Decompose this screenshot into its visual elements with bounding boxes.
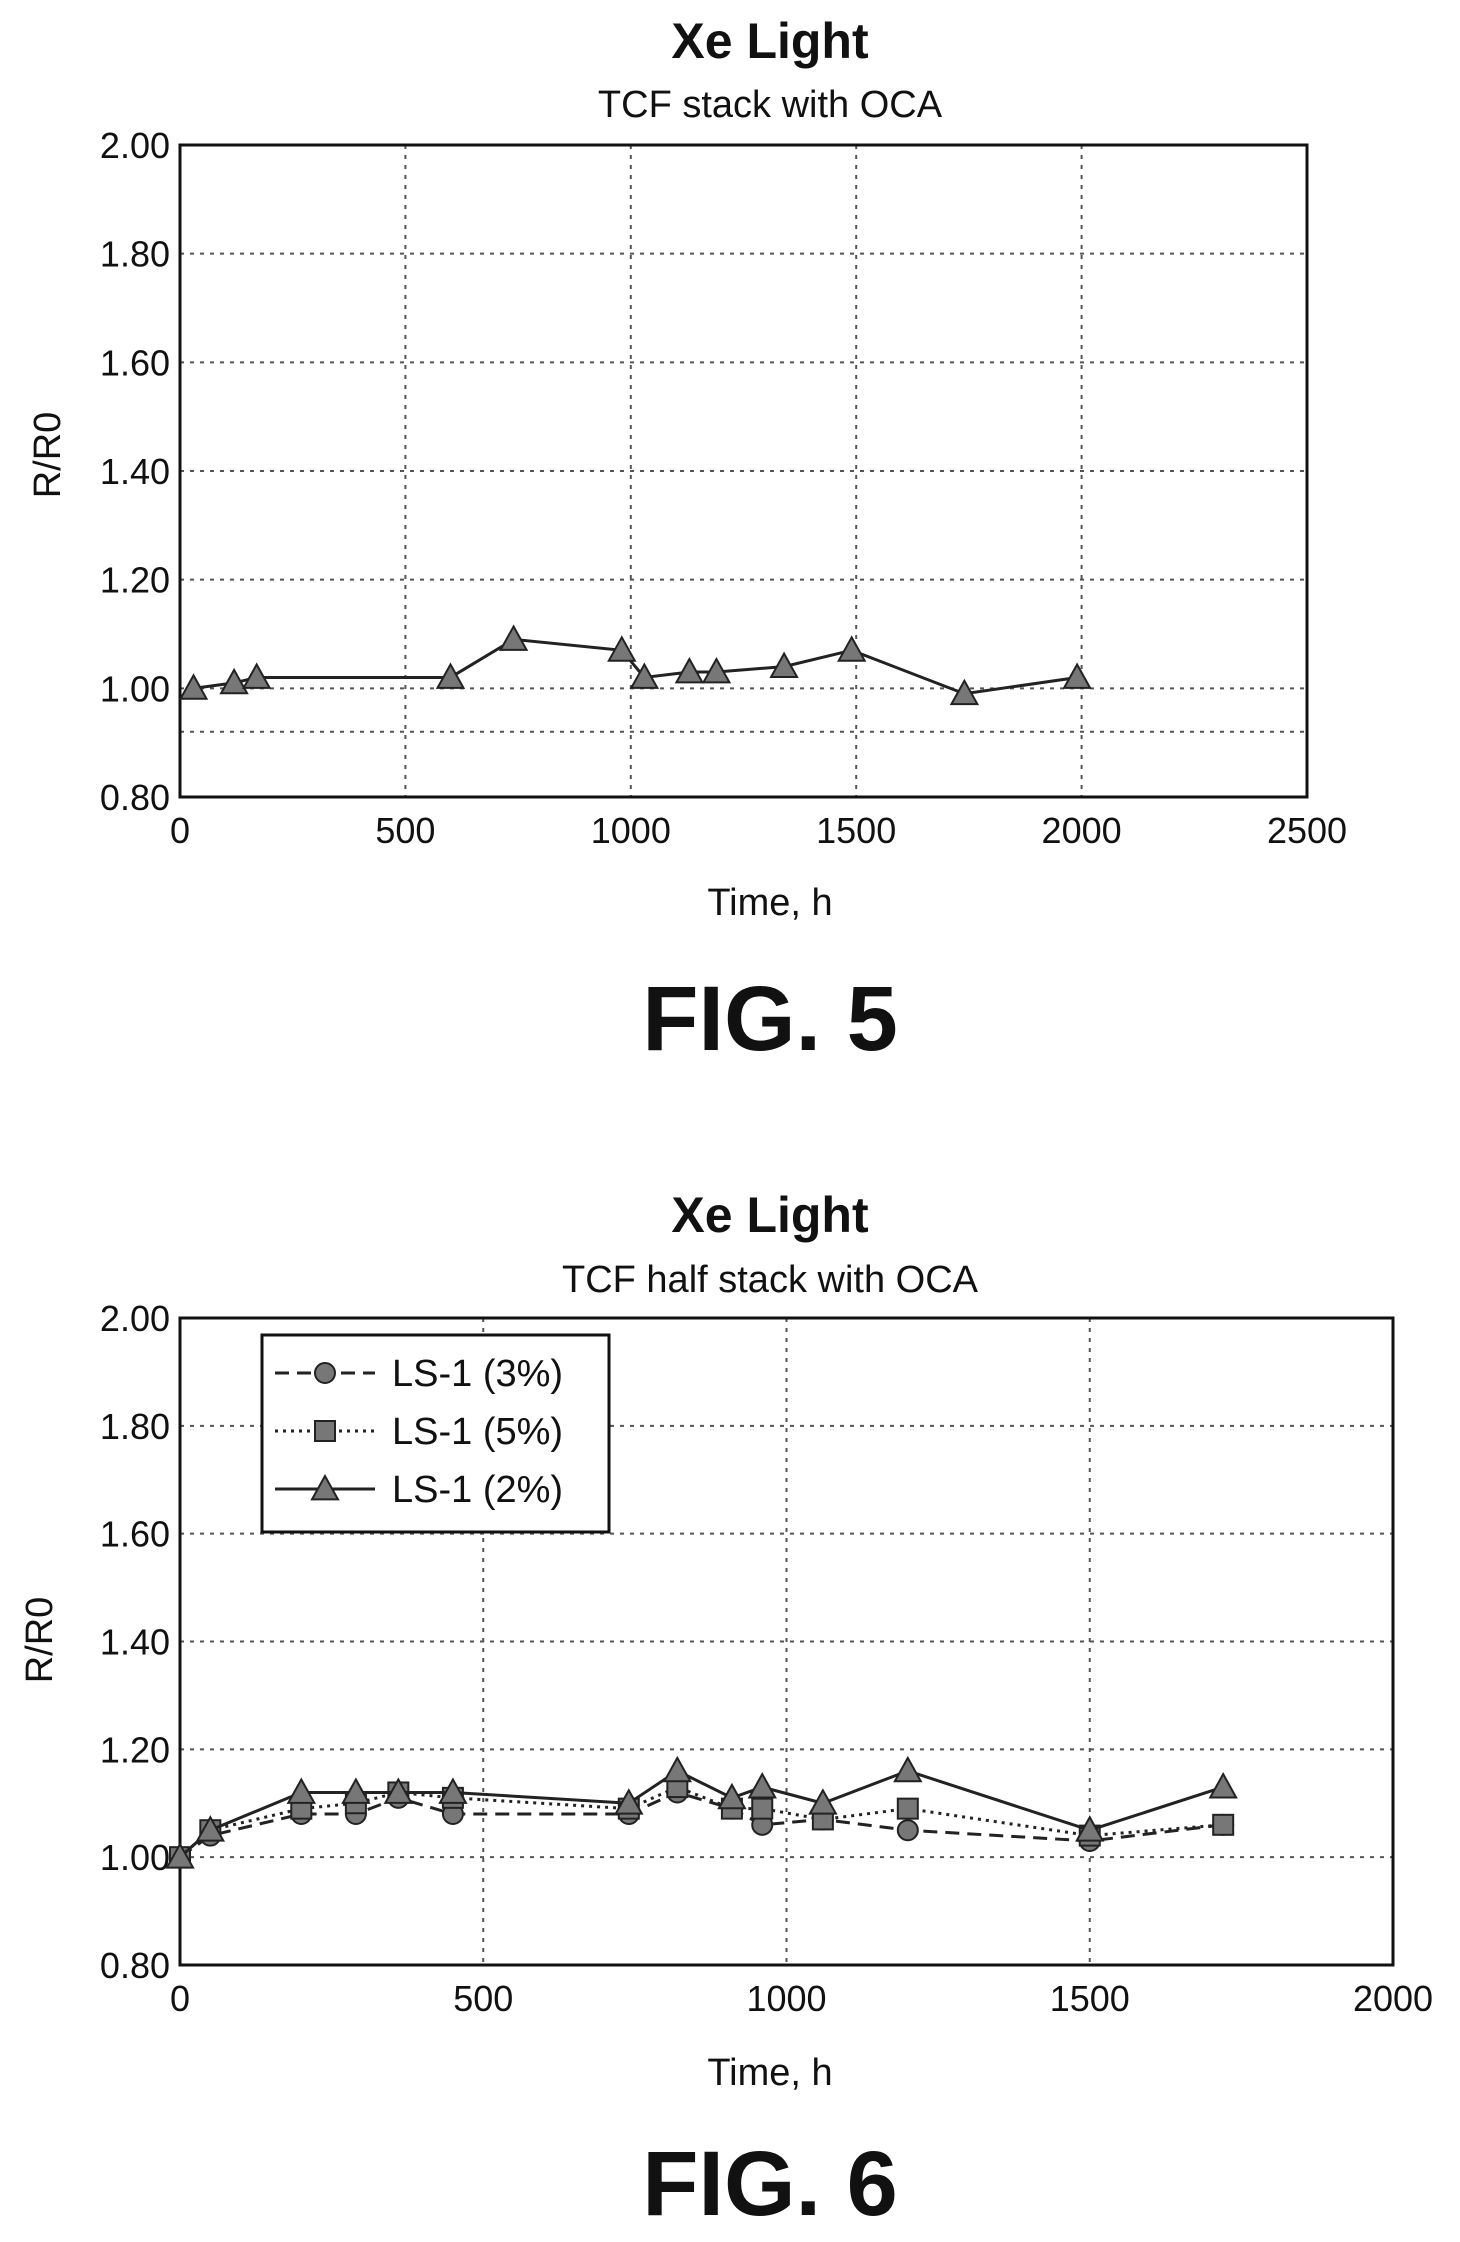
legend-label: LS-1 (5%) bbox=[392, 1411, 563, 1453]
data-point bbox=[165, 1842, 195, 1869]
y-axis-label: R/R0 bbox=[19, 1597, 61, 1684]
x-tick-label: 1000 bbox=[591, 810, 671, 851]
data-point bbox=[629, 662, 660, 689]
legend-label: LS-1 (3%) bbox=[392, 1353, 563, 1395]
chart-title: Xe Light bbox=[671, 1187, 869, 1243]
data-point bbox=[435, 662, 466, 689]
y-tick-label: 1.80 bbox=[100, 234, 170, 275]
series-0 bbox=[178, 624, 1092, 706]
y-axis-label: R/R0 bbox=[27, 412, 69, 499]
y-tick-label: 1.40 bbox=[100, 1622, 170, 1663]
chart-title: Xe Light bbox=[671, 13, 869, 69]
y-tick-label: 1.60 bbox=[100, 342, 170, 383]
series-line bbox=[179, 1790, 1224, 1859]
data-point bbox=[498, 624, 529, 651]
series-2 bbox=[165, 1755, 1238, 1869]
data-point bbox=[614, 1788, 644, 1815]
plot-frame bbox=[178, 1316, 1395, 1967]
data-point bbox=[241, 662, 272, 689]
y-axis-ticks: 0.80 1.00 1.20 1.40 1.60 1.80 2.00 bbox=[100, 125, 170, 818]
series-1 bbox=[169, 1776, 1235, 1869]
data-point bbox=[808, 1788, 838, 1815]
x-axis-label: Time, h bbox=[707, 2052, 832, 2094]
x-tick-label: 2000 bbox=[1042, 810, 1122, 851]
x-axis-ticks: 0 500 1000 1500 2000 2500 bbox=[170, 810, 1347, 851]
y-axis-ticks: 0.80 1.00 1.20 1.40 1.60 1.80 2.00 bbox=[100, 1298, 170, 1986]
y-tick-label: 1.20 bbox=[100, 1729, 170, 1770]
chart-subtitle: TCF half stack with OCA bbox=[562, 1259, 979, 1301]
data-point bbox=[747, 1772, 777, 1799]
y-tick-label: 1.40 bbox=[100, 451, 170, 492]
data-point bbox=[219, 667, 249, 695]
legend: LS-1 (3%) LS-1 (5%) LS-1 (2%) bbox=[260, 1333, 611, 1534]
data-point bbox=[769, 651, 799, 678]
x-tick-label: 1500 bbox=[816, 810, 896, 851]
chart-fig5: Xe Light TCF stack with OCA 0.80 1.00 1.20… bbox=[27, 13, 1347, 1070]
series-line bbox=[179, 1769, 1224, 1859]
data-point bbox=[949, 678, 980, 706]
series-line bbox=[179, 1785, 1224, 1859]
data-point bbox=[836, 635, 867, 662]
legend-items: LS-1 (3%) LS-1 (5%) LS-1 (2%) bbox=[275, 1353, 563, 1511]
data-point bbox=[383, 1777, 414, 1804]
y-tick-label: 1.00 bbox=[100, 1837, 170, 1878]
x-tick-label: 1500 bbox=[1050, 1978, 1130, 2019]
data-point bbox=[701, 656, 732, 684]
data-point bbox=[674, 656, 705, 684]
data-point bbox=[341, 1777, 371, 1804]
data-point bbox=[195, 1815, 226, 1842]
data-point bbox=[178, 673, 209, 700]
x-axis-ticks: 0 500 1000 1500 2000 bbox=[170, 1978, 1433, 2019]
x-tick-label: 1000 bbox=[746, 1978, 826, 2019]
data-point bbox=[896, 1819, 919, 1842]
figure-label: FIG. 6 bbox=[642, 2133, 898, 2235]
data-point bbox=[893, 1755, 923, 1783]
x-tick-label: 500 bbox=[375, 810, 435, 851]
legend-marker bbox=[314, 1420, 336, 1442]
data-point bbox=[607, 635, 637, 662]
data-point bbox=[1212, 1813, 1235, 1836]
data-point bbox=[1075, 1815, 1105, 1842]
series-group bbox=[165, 1755, 1238, 1869]
data-point bbox=[662, 1755, 693, 1783]
y-tick-label: 1.00 bbox=[100, 668, 170, 709]
y-tick-label: 0.80 bbox=[100, 777, 170, 818]
chart-subtitle: TCF stack with OCA bbox=[598, 84, 943, 126]
y-tick-label: 1.80 bbox=[100, 1406, 170, 1447]
data-point bbox=[896, 1797, 919, 1820]
y-tick-label: 1.60 bbox=[100, 1514, 170, 1555]
legend-marker bbox=[314, 1362, 336, 1384]
data-point bbox=[1208, 1772, 1238, 1799]
data-point bbox=[438, 1777, 468, 1804]
series-group bbox=[178, 624, 1092, 706]
data-point bbox=[1062, 662, 1092, 689]
y-tick-label: 0.80 bbox=[100, 1945, 170, 1986]
x-tick-label: 2000 bbox=[1353, 1978, 1433, 2019]
data-point bbox=[717, 1782, 747, 1810]
plot-frame bbox=[178, 143, 1309, 799]
legend-label: LS-1 (2%) bbox=[392, 1469, 563, 1511]
x-tick-label: 0 bbox=[170, 810, 190, 851]
x-axis-label: Time, h bbox=[707, 882, 832, 924]
x-tick-label: 0 bbox=[170, 1978, 190, 2019]
figure-label: FIG. 5 bbox=[642, 968, 898, 1070]
y-tick-label: 2.00 bbox=[100, 1298, 170, 1339]
data-point bbox=[751, 1797, 774, 1820]
grid bbox=[180, 145, 1307, 797]
x-tick-label: 500 bbox=[453, 1978, 513, 2019]
y-tick-label: 2.00 bbox=[100, 125, 170, 166]
data-point bbox=[286, 1777, 316, 1804]
chart-fig6: Xe Light TCF half stack with OCA 0.80 1.0… bbox=[19, 1187, 1433, 2235]
legend-marker bbox=[310, 1473, 340, 1501]
y-tick-label: 1.20 bbox=[100, 560, 170, 601]
x-tick-label: 2500 bbox=[1267, 810, 1347, 851]
